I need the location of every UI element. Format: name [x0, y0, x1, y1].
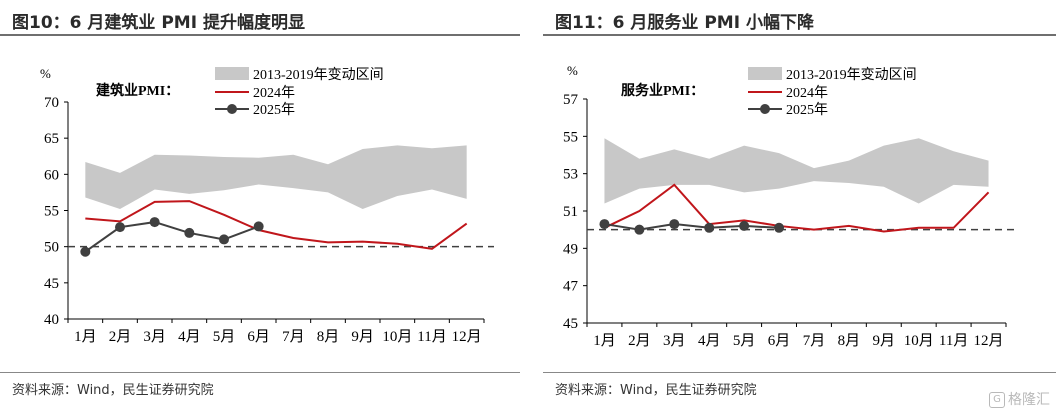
series-line-2025 [84, 221, 260, 253]
series-point-2025 [253, 221, 264, 232]
range-band [604, 138, 989, 204]
chart-services-pmi: 45 47 49 51 53 55 57% 1月 2月 3月 4月 5月 6月 7月 8月 9月 10月 11月 1… [563, 63, 1016, 349]
series-point-2025 [634, 224, 645, 235]
watermark-text: 格隆汇 [1008, 392, 1050, 408]
source-divider [0, 372, 520, 373]
title-divider [0, 34, 520, 36]
series-point-2025 [599, 219, 610, 230]
series-point-2025 [704, 222, 715, 233]
series-point-2025 [80, 246, 91, 257]
y-tick-label: 55 [44, 204, 59, 220]
series-line-2024 [604, 183, 990, 233]
legend-label-2024: 2024年 [786, 85, 828, 101]
y-tick-label: 40 [44, 312, 59, 328]
y-tick-label: 65 [44, 131, 59, 147]
legend-label-2024: 2024年 [253, 85, 295, 101]
series-point-2025 [184, 227, 195, 238]
x-tick-label: 12月 [974, 333, 1004, 349]
legend-swatch-band [215, 67, 249, 80]
series-line-2025 [604, 223, 780, 231]
series-point-2025 [774, 222, 785, 233]
title-divider [543, 34, 1056, 36]
x-tick-label: 8月 [317, 329, 340, 345]
series-point-2025 [149, 217, 160, 228]
x-tick-label: 3月 [143, 329, 166, 345]
series-line-2024 [85, 200, 468, 250]
x-tick-label: 4月 [698, 333, 721, 349]
y-axis-unit: % [567, 63, 578, 78]
legend-label-2025: 2025年 [786, 102, 828, 118]
y-tick-label: 55 [563, 129, 578, 145]
chart-title: 图11：6 月服务业 PMI 小幅下降 [555, 13, 814, 33]
x-tick-label: 7月 [282, 329, 305, 345]
y-tick-label: 45 [44, 276, 59, 292]
chart-subtitle: 服务业PMI： [621, 82, 704, 99]
watermark-logo-icon: G [989, 392, 1005, 408]
series-point-2025 [115, 222, 125, 233]
chart-subtitle: 建筑业PMI： [96, 82, 179, 99]
x-tick-label: 8月 [838, 333, 861, 349]
series-point-2025 [739, 220, 750, 231]
series-point-2025 [219, 234, 229, 245]
y-tick-label: 70 [44, 95, 59, 111]
x-tick-label: 9月 [351, 329, 374, 345]
x-tick-label: 11月 [417, 329, 446, 345]
x-tick-label: 2月 [109, 329, 132, 345]
x-tick-label: 2月 [628, 333, 651, 349]
y-axis-unit: % [40, 66, 51, 81]
chart-title: 图10：6 月建筑业 PMI 提升幅度明显 [12, 13, 305, 33]
x-tick-label: 1月 [593, 333, 616, 349]
source-note: 资料来源：Wind，民生证券研究院 [12, 383, 214, 398]
y-tick-label: 57 [563, 92, 579, 108]
x-tick-label: 5月 [733, 333, 756, 349]
y-tick-label: 49 [563, 241, 578, 257]
y-tick-label: 60 [44, 167, 59, 183]
source-note: 资料来源：Wind，民生证券研究院 [555, 383, 757, 398]
legend-label-band: 2013-2019年变动区间 [253, 67, 384, 83]
x-tick-label: 6月 [247, 329, 270, 345]
legend-marker-2025 [760, 104, 770, 114]
y-tick-label: 50 [44, 240, 59, 256]
watermark: G 格隆汇 [989, 389, 1050, 409]
x-tick-label: 10月 [904, 333, 934, 349]
x-tick-label: 12月 [452, 329, 482, 345]
series-point-2025 [669, 219, 680, 230]
x-tick-label: 11月 [939, 333, 968, 349]
legend-swatch-band [748, 67, 782, 80]
x-tick-label: 4月 [178, 329, 201, 345]
y-tick-label: 51 [563, 204, 578, 220]
x-tick-label: 10月 [382, 329, 412, 345]
x-tick-label: 6月 [768, 333, 791, 349]
x-tick-label: 1月 [74, 329, 97, 345]
x-tick-label: 7月 [803, 333, 826, 349]
y-tick-label: 53 [563, 167, 578, 183]
y-tick-label: 47 [563, 279, 579, 295]
x-tick-label: 5月 [213, 329, 236, 345]
x-tick-label: 3月 [663, 333, 686, 349]
legend-marker-2025 [227, 104, 237, 114]
chart-construction-pmi: 40 45 50 55 60 65 70% 1月 2月 3月 4月 5月 6月 7月 8月 9月 10月 11月 1… [40, 66, 494, 345]
x-tick-label: 9月 [873, 333, 896, 349]
source-divider [543, 372, 1056, 373]
legend-label-2025: 2025年 [253, 102, 295, 118]
range-band [85, 145, 467, 210]
legend-label-band: 2013-2019年变动区间 [786, 67, 917, 83]
y-tick-label: 45 [563, 316, 578, 332]
